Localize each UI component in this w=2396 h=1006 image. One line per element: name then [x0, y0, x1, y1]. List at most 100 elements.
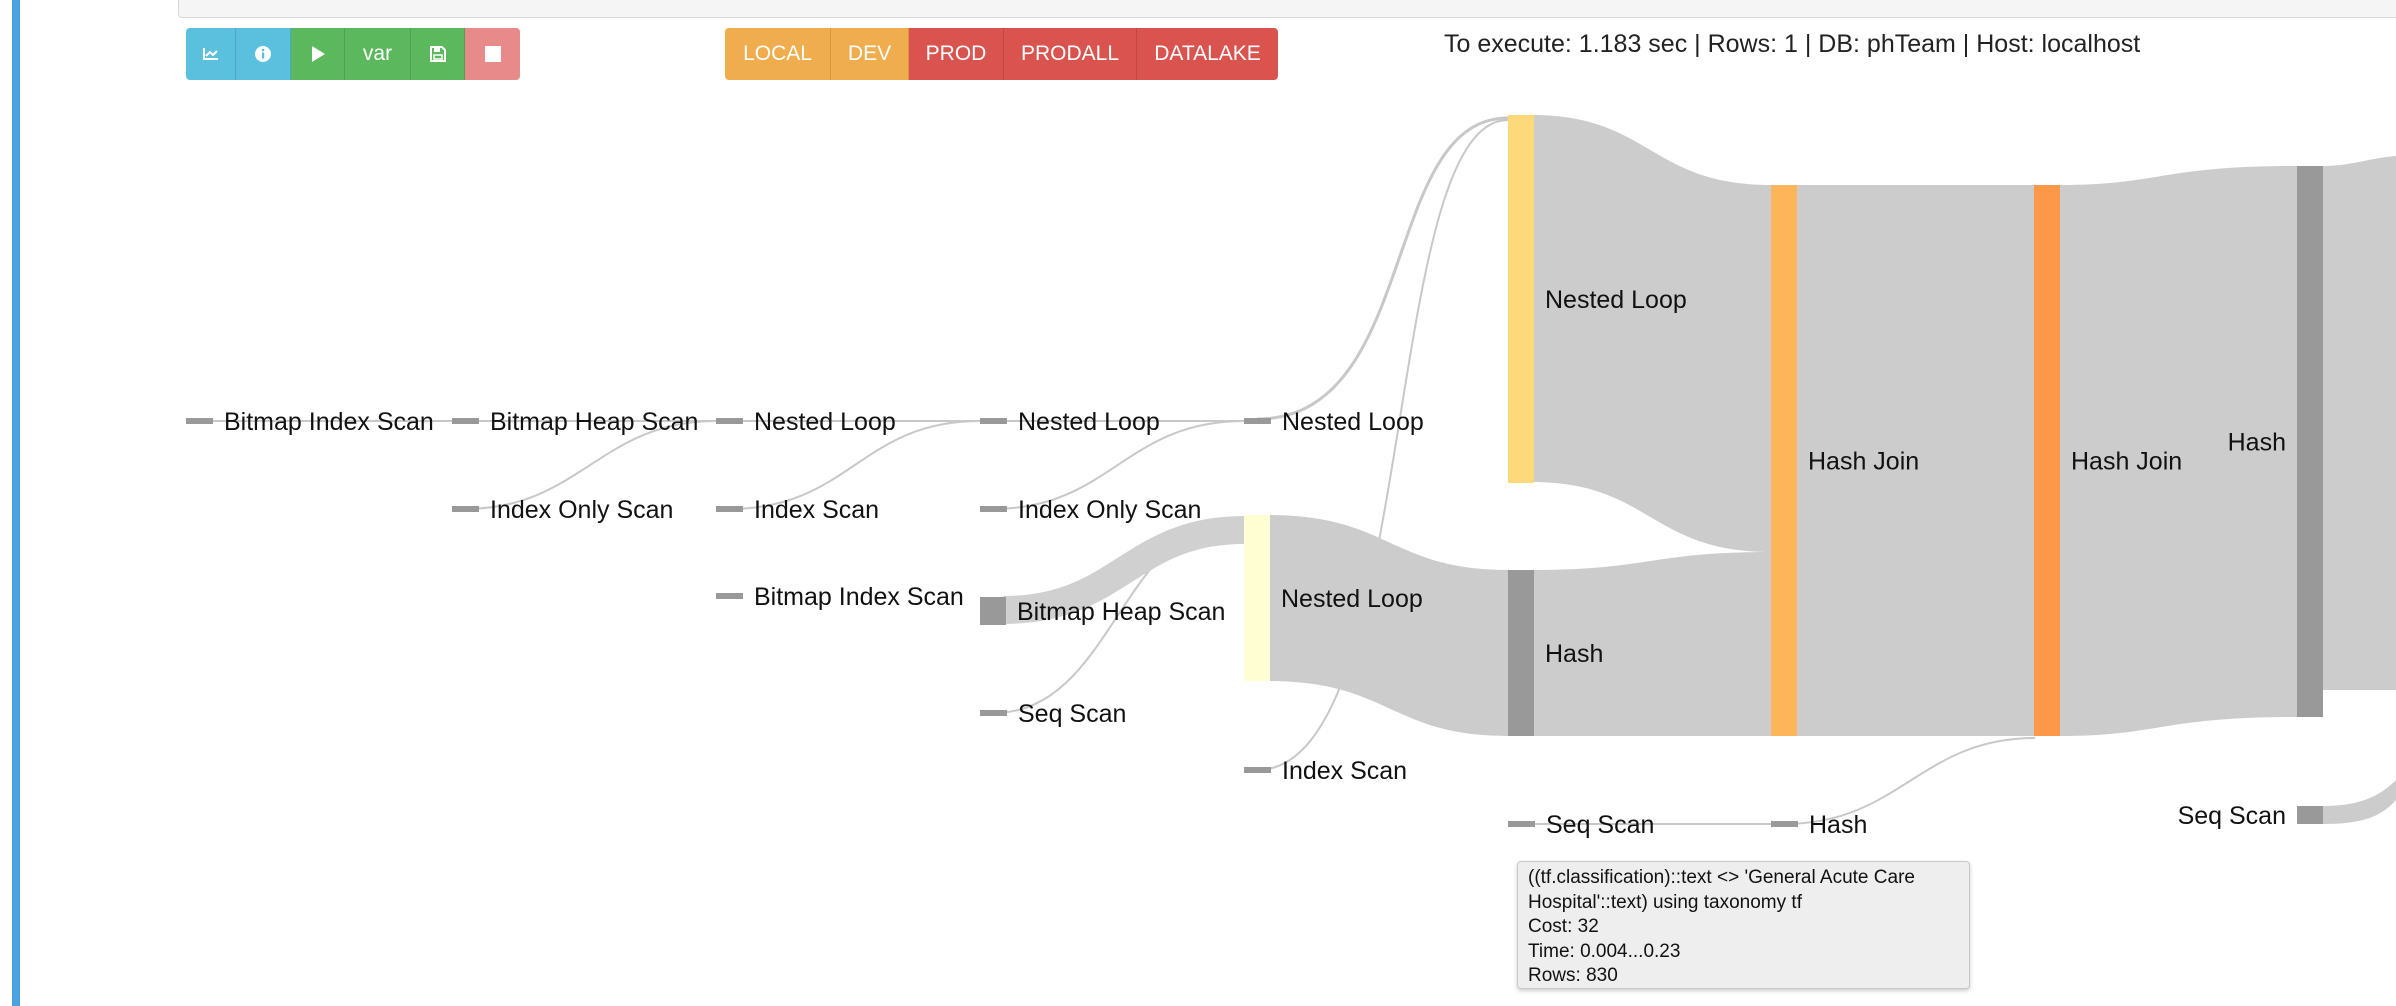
plan-node-bar[interactable] — [2297, 806, 2323, 824]
left-accent-bar — [12, 0, 20, 1006]
var-button-label: var — [362, 42, 393, 65]
execution-status: To execute: 1.183 sec | Rows: 1 | DB: ph… — [1444, 30, 2141, 58]
plan-node-label: Nested Loop — [1282, 408, 1424, 436]
tooltip-cost: Cost: 32 — [1528, 916, 1599, 937]
tooltip-time: Time: 0.004...0.23 — [1528, 940, 1681, 962]
plan-node-label: Bitmap Heap Scan — [490, 408, 698, 436]
explain-button[interactable] — [186, 28, 236, 80]
plan-node-bis1[interactable]: Bitmap Index Scan — [186, 408, 434, 436]
plan-node-ss1[interactable]: Seq Scan — [980, 700, 1126, 728]
environment-button-group: LOCAL DEV PROD PRODALL DATALAKE — [725, 28, 1278, 80]
env-dev-button[interactable]: DEV — [831, 28, 909, 80]
plan-node-nl2[interactable]: Nested Loop — [980, 408, 1160, 436]
plan-link — [1256, 116, 1509, 421]
plan-node-bhs2[interactable]: Bitmap Heap Scan — [980, 597, 1225, 626]
plan-node-label: Bitmap Heap Scan — [1017, 598, 1225, 626]
plan-link — [2323, 156, 2396, 690]
plan-node-bar[interactable] — [980, 418, 1007, 424]
plan-node-label: Seq Scan — [1018, 700, 1126, 728]
plan-node-bar[interactable] — [2297, 166, 2323, 717]
plan-link — [1532, 115, 1771, 552]
plan-node-bar[interactable] — [1508, 570, 1534, 736]
env-datalake-button[interactable]: DATALAKE — [1137, 28, 1278, 80]
plan-node-label: Seq Scan — [2178, 802, 2286, 830]
plan-node-ss3[interactable]: Seq Scan — [2178, 802, 2323, 830]
env-prodall-button[interactable]: PRODALL — [1004, 28, 1137, 80]
plan-node-bar[interactable] — [980, 506, 1007, 512]
plan-node-label: Bitmap Index Scan — [754, 583, 964, 611]
plan-node-label: Bitmap Index Scan — [224, 408, 434, 436]
env-local-button[interactable]: LOCAL — [725, 28, 831, 80]
plan-link — [1268, 515, 1508, 736]
play-icon — [310, 45, 326, 63]
plan-nodes: Bitmap Index Scan Bitmap Heap Scan Index O… — [186, 115, 2323, 839]
plan-node-hash3[interactable]: Hash — [2228, 166, 2323, 717]
plan-node-bis2[interactable]: Bitmap Index Scan — [716, 583, 964, 611]
plan-node-bar[interactable] — [452, 418, 479, 424]
plan-node-ios2[interactable]: Index Only Scan — [980, 496, 1201, 524]
save-button[interactable] — [411, 28, 465, 80]
plan-node-label: Index Scan — [754, 496, 879, 524]
plan-node-bar[interactable] — [1508, 821, 1535, 827]
plan-node-label: Nested Loop — [1545, 286, 1687, 314]
plan-node-bar[interactable] — [980, 710, 1007, 716]
plan-links — [200, 115, 2396, 825]
plan-node-label: Hash Join — [1808, 448, 1919, 476]
plan-node-bar[interactable] — [716, 506, 743, 512]
plan-node-ios1[interactable]: Index Only Scan — [452, 496, 673, 524]
plan-node-nl3[interactable]: Nested Loop — [1244, 408, 1424, 436]
plan-node-hj1[interactable]: Hash Join — [1771, 185, 1919, 736]
plan-node-bar[interactable] — [716, 418, 743, 424]
plan-node-bar[interactable] — [1771, 185, 1797, 736]
plan-node-bar[interactable] — [186, 418, 213, 424]
plan-node-is2[interactable]: Index Scan — [1244, 757, 1407, 785]
plan-node-label: Hash — [2228, 429, 2286, 457]
plan-node-nl5[interactable]: Nested Loop — [1508, 115, 1687, 483]
env-prod-label: PROD — [925, 42, 987, 65]
plan-node-ss2[interactable]: Seq Scan — [1508, 811, 1654, 839]
plan-node-bar[interactable] — [1508, 115, 1534, 483]
plan-node-bar[interactable] — [716, 593, 743, 599]
plan-node-label: Index Only Scan — [1018, 496, 1201, 524]
stop-icon — [484, 45, 502, 63]
plan-link — [1532, 552, 1771, 736]
plan-node-label: Nested Loop — [1281, 585, 1423, 613]
plan-node-nl4[interactable]: Nested Loop — [1244, 515, 1423, 681]
info-button[interactable] — [236, 28, 291, 80]
plan-link — [728, 420, 981, 510]
plan-node-bar[interactable] — [980, 597, 1006, 625]
tooltip-filter-line1: ((tf.classification)::text <> 'General A… — [1528, 867, 1915, 888]
plan-node-bar[interactable] — [2034, 185, 2060, 736]
plan-node-bar[interactable] — [1244, 515, 1270, 681]
toolbar-button-group: var — [186, 28, 520, 80]
plan-link — [1783, 737, 2036, 825]
var-button[interactable]: var — [345, 28, 411, 80]
plan-node-bar[interactable] — [1244, 767, 1271, 773]
plan-link — [1256, 119, 1509, 771]
stop-button[interactable] — [465, 28, 520, 80]
plan-node-hash1[interactable]: Hash — [1508, 570, 1603, 736]
env-local-label: LOCAL — [743, 42, 812, 65]
plan-node-bar[interactable] — [1771, 821, 1798, 827]
plan-node-label: Hash — [1545, 640, 1603, 668]
tooltip-filter-line2: Hospital'::text) using taxonomy tf — [1528, 891, 1802, 913]
query-editor-edge[interactable] — [178, 0, 2396, 18]
plan-node-hj2[interactable]: Hash Join — [2034, 185, 2182, 736]
plan-node-hash2[interactable]: Hash — [1771, 811, 1867, 839]
plan-node-bar[interactable] — [452, 506, 479, 512]
plan-node-label: Hash Join — [2071, 448, 2182, 476]
env-prodall-label: PRODALL — [1020, 42, 1120, 65]
run-button[interactable] — [291, 28, 345, 80]
plan-node-label: Nested Loop — [1018, 408, 1160, 436]
info-icon — [254, 45, 272, 63]
plan-node-bhs1[interactable]: Bitmap Heap Scan — [452, 408, 698, 436]
plan-node-bar[interactable] — [1244, 418, 1271, 424]
plan-node-label: Seq Scan — [1546, 811, 1654, 839]
tooltip-rows: Rows: 830 — [1528, 965, 1618, 986]
plan-node-label: Index Only Scan — [490, 496, 673, 524]
plan-node-is1[interactable]: Index Scan — [716, 496, 879, 524]
env-prod-button[interactable]: PROD — [909, 28, 1004, 80]
plan-link — [464, 420, 717, 510]
plan-node-nl1[interactable]: Nested Loop — [716, 408, 896, 436]
